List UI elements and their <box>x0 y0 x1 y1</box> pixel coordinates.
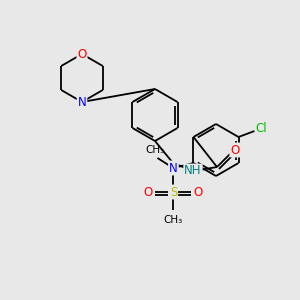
Text: O: O <box>144 185 153 199</box>
Text: N: N <box>169 161 178 175</box>
Text: Cl: Cl <box>256 122 267 136</box>
Text: O: O <box>77 47 87 61</box>
Text: O: O <box>230 143 240 157</box>
Text: NH: NH <box>184 164 202 178</box>
Text: CH₃: CH₃ <box>164 215 183 225</box>
Text: S: S <box>170 185 177 199</box>
Text: N: N <box>78 95 86 109</box>
Text: O: O <box>194 185 203 199</box>
Text: CH₃: CH₃ <box>146 145 165 155</box>
